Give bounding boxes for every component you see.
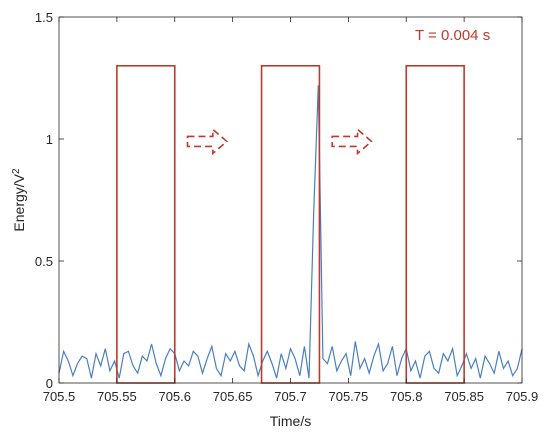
y-axis-label-base: Energy/V: [11, 173, 27, 231]
dashed-arrow-2: [331, 127, 373, 156]
x-tick-label: 705.55: [97, 389, 137, 404]
y-tick-label: 0.5: [35, 254, 53, 269]
x-tick-label: 705.85: [444, 389, 484, 404]
y-axis-label: Energy/V2: [11, 168, 28, 232]
x-tick-label: 705.6: [158, 389, 191, 404]
y-tick-label: 1.5: [35, 10, 53, 25]
x-tick-label: 705.65: [213, 389, 253, 404]
dashed-arrow-1: [186, 127, 229, 156]
period-annotation: T = 0.004 s: [415, 27, 490, 44]
x-tick-label: 705.75: [328, 389, 368, 404]
axis-ticks: 705.5 705.55 705.6 705.65 705.7 705.75 705.8 70…: [35, 10, 538, 404]
y-tick-label: 1: [46, 132, 53, 147]
x-axis-label: Time/s: [270, 413, 311, 429]
x-tick-label: 705.5: [43, 389, 76, 404]
y-axis-label-superscript: 2: [11, 168, 22, 174]
y-tick-label: 0: [46, 376, 53, 391]
energy-series-line-1: [58, 85, 523, 379]
x-tick-label: 705.9: [506, 389, 539, 404]
x-tick-label: 705.8: [390, 389, 423, 404]
x-tick-label: 705.7: [274, 389, 307, 404]
